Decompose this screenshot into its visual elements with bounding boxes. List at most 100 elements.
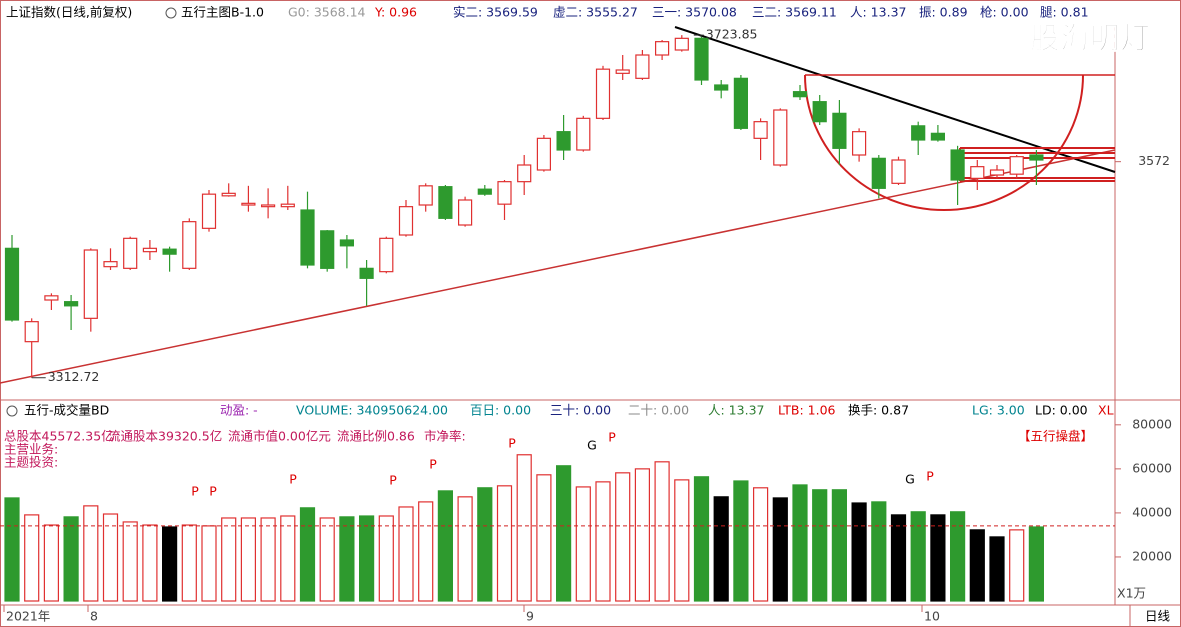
indicator-name: 五行主图B-1.0	[181, 5, 264, 20]
volume-bar	[792, 484, 808, 602]
volume-bar	[24, 514, 40, 602]
period-label: 日线	[1145, 609, 1171, 624]
high-label: 3723.85	[706, 27, 758, 42]
signal-marker: P	[209, 484, 217, 499]
indicator-value: 三二: 3569.11	[752, 5, 837, 20]
y-tick-label: 20000	[1132, 548, 1172, 563]
volume-bar	[693, 476, 710, 602]
volume-bar	[260, 517, 276, 602]
candle-body	[733, 77, 749, 129]
volume-bar	[418, 501, 434, 602]
volume-bar	[555, 465, 572, 602]
volume-bar	[851, 502, 867, 602]
signal-marker: P	[926, 469, 934, 484]
indicator-value: 人: 13.37	[708, 403, 764, 418]
candle-body	[24, 321, 39, 343]
candle-body	[458, 199, 473, 226]
volume-bar	[536, 474, 552, 602]
candle-body	[773, 109, 788, 166]
candle-body	[950, 149, 965, 181]
volume-bar	[63, 516, 79, 602]
candle-body	[891, 159, 906, 184]
indicator-value: LD: 0.00	[1035, 403, 1088, 418]
candle-body	[615, 69, 630, 74]
candle-body	[83, 249, 98, 319]
candle-body	[103, 261, 118, 268]
volume-bar	[615, 472, 631, 602]
icon	[6, 405, 18, 417]
y-tick-label: 3572	[1138, 153, 1170, 168]
volume-bar	[812, 489, 828, 602]
trend-line	[0, 149, 1116, 384]
volume-bar	[378, 515, 394, 602]
candle-body	[989, 169, 1005, 176]
info-text: 流通比例0.86	[337, 429, 415, 444]
candle-body	[320, 230, 335, 269]
watermark: 股海明灯	[1030, 22, 1150, 57]
low-label: 3312.72	[48, 369, 100, 384]
volume-bar	[831, 489, 848, 602]
volume-bar	[398, 506, 414, 602]
info-text: 主营业务:	[4, 442, 58, 457]
y-tick-label: 40000	[1132, 504, 1172, 519]
candle-body	[851, 131, 867, 156]
candle-body	[339, 239, 354, 247]
indicator-value: Y: 0.96	[374, 5, 417, 20]
volume-bar	[122, 521, 138, 602]
y-tick-label: 80000	[1132, 416, 1172, 431]
indicator-value: VOLUME: 340950624.00	[296, 403, 448, 418]
volume-bar	[299, 507, 316, 602]
candle-body	[536, 137, 552, 171]
volume-bar	[654, 461, 670, 602]
candle-body	[280, 203, 295, 208]
candle-body	[477, 188, 492, 195]
symbol: 上证指数(日线,前复权)	[6, 5, 132, 20]
unit-label: X1万	[1117, 586, 1146, 601]
volume-bar	[359, 515, 375, 602]
candle-body	[201, 193, 217, 229]
x-tick-label: 9	[526, 609, 534, 624]
indicator-value: 百日: 0.00	[470, 403, 531, 418]
signal-marker: G	[905, 472, 915, 487]
indicator-value: 实二: 3569.59	[453, 5, 538, 20]
candle-body	[930, 132, 946, 141]
signal-marker: P	[289, 472, 297, 487]
indicator-value: 腿: 0.81	[1040, 5, 1089, 20]
volume-bar	[319, 517, 335, 602]
volume-bar	[102, 513, 119, 602]
indicator-value: 二十: 0.00	[628, 403, 689, 418]
indicator-value: 人: 13.37	[850, 5, 906, 20]
candle-body	[418, 185, 433, 206]
candle-body	[753, 121, 768, 139]
candle-body	[300, 209, 315, 266]
candle-body	[792, 91, 808, 98]
indicator-value: XL	[1098, 403, 1114, 418]
indicator-value: LG: 3.00	[972, 403, 1025, 418]
indicator-value: 虚二: 3555.27	[553, 5, 638, 20]
candle-body	[654, 41, 670, 56]
volume-bar	[930, 514, 946, 602]
indicator-value: 振: 0.89	[919, 5, 968, 20]
candle-body	[162, 248, 177, 255]
volume-bar	[477, 487, 493, 602]
arc	[804, 74, 1084, 211]
candle-body	[241, 202, 256, 206]
volume-bar	[4, 497, 20, 602]
volume-bar	[437, 490, 453, 602]
signal-marker: G	[587, 438, 597, 453]
candle-body	[1009, 156, 1024, 175]
info-text: 总股本45572.35亿	[4, 429, 114, 444]
volume-bar	[949, 511, 966, 602]
volume-bar	[1028, 526, 1045, 602]
candle-body	[379, 237, 394, 273]
info-text: 主题投资:	[4, 455, 58, 470]
indicator-value: 三一: 3570.08	[652, 5, 737, 20]
candle-body	[497, 181, 512, 205]
volume-bar	[752, 487, 769, 602]
volume-bar	[634, 468, 651, 602]
volume-bar	[871, 501, 887, 602]
x-tick-label: 10	[924, 609, 940, 624]
candle-body	[832, 112, 847, 149]
indicator-value: G0: 3568.14	[288, 5, 366, 20]
